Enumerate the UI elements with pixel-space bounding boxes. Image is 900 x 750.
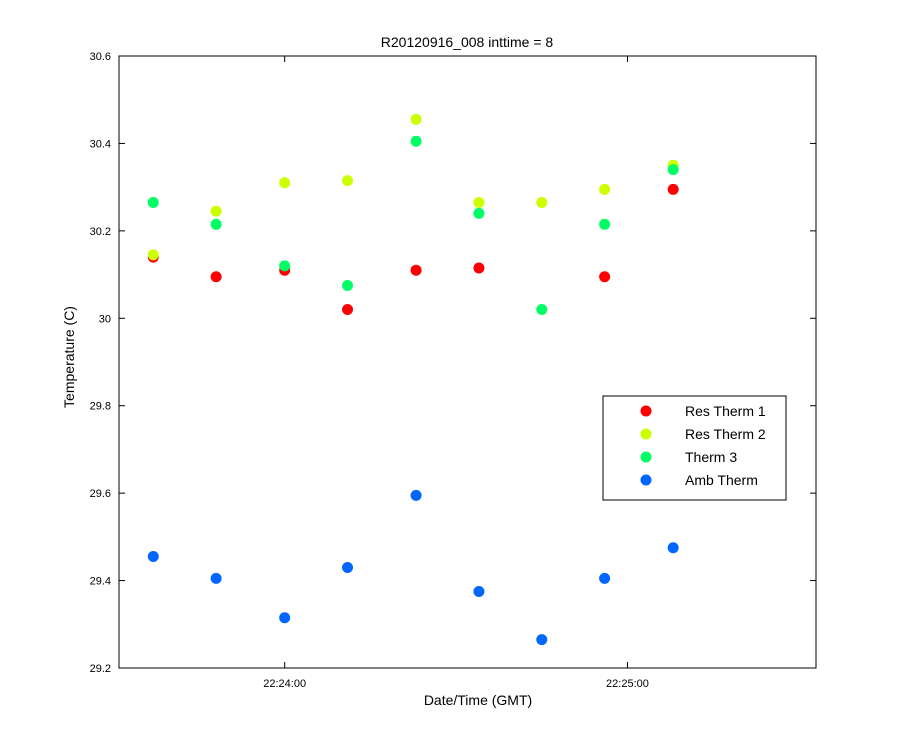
point-amb-therm <box>473 586 485 597</box>
y-tick-label: 29.8 <box>90 401 111 413</box>
point-res-therm-1 <box>410 264 422 276</box>
y-tick-label: 29.6 <box>90 488 111 500</box>
point-therm-3 <box>536 304 548 316</box>
point-res-therm-2 <box>210 205 222 217</box>
point-therm-3 <box>410 135 422 147</box>
point-amb-therm <box>536 634 548 646</box>
point-therm-3 <box>147 196 159 208</box>
y-tick-label: 30 <box>99 313 111 325</box>
plot-area <box>118 55 817 669</box>
point-res-therm-1 <box>210 271 222 283</box>
legend-label: Res Therm 2 <box>685 426 766 442</box>
legend-label: Therm 3 <box>685 449 737 465</box>
y-tick-label: 30.6 <box>90 51 111 63</box>
legend-box <box>602 395 787 501</box>
legend-label: Amb Therm <box>685 472 758 488</box>
legend-marker <box>640 405 652 417</box>
y-axis-ticks: 29.2 29.4 29.6 29.8 30 30.2 30.4 30.6 <box>90 51 816 675</box>
point-amb-therm <box>667 542 679 554</box>
point-res-therm-1 <box>667 183 679 195</box>
point-res-therm-1 <box>599 271 611 283</box>
x-tick-label: 22:24:00 <box>263 678 306 690</box>
point-therm-3 <box>210 218 222 230</box>
point-therm-3 <box>279 260 291 272</box>
point-therm-3 <box>342 280 354 291</box>
point-res-therm-1 <box>342 304 354 316</box>
legend: Res Therm 1 Res Therm 2 Therm 3 Amb Therm <box>602 395 787 501</box>
point-amb-therm <box>279 612 291 624</box>
point-res-therm-2 <box>473 196 485 208</box>
x-axis-ticks: 22:24:00 22:25:00 <box>263 56 649 690</box>
point-res-therm-2 <box>410 113 422 125</box>
point-res-therm-2 <box>536 196 548 208</box>
chart-title: R20120916_008 inttime = 8 <box>381 34 554 50</box>
y-tick-label: 30.2 <box>90 226 111 238</box>
point-therm-3 <box>599 218 611 230</box>
data-points <box>147 113 679 646</box>
y-axis-label: Temperature (C) <box>61 306 77 408</box>
point-amb-therm <box>147 551 159 563</box>
point-therm-3 <box>473 207 485 219</box>
point-res-therm-1 <box>473 262 485 274</box>
point-amb-therm <box>410 489 422 501</box>
y-tick-label: 29.4 <box>90 576 111 588</box>
x-axis-label: Date/Time (GMT) <box>424 692 532 708</box>
point-res-therm-2 <box>599 183 611 195</box>
point-res-therm-2 <box>147 249 159 261</box>
point-therm-3 <box>667 164 679 176</box>
point-res-therm-2 <box>342 175 354 187</box>
point-amb-therm <box>342 561 354 573</box>
point-amb-therm <box>210 572 222 584</box>
legend-marker <box>640 451 652 463</box>
y-tick-label: 30.4 <box>90 138 111 150</box>
point-res-therm-2 <box>279 177 291 189</box>
point-amb-therm <box>599 572 611 584</box>
y-tick-label: 29.2 <box>90 663 111 675</box>
legend-marker <box>640 428 652 440</box>
legend-marker <box>640 474 652 486</box>
legend-label: Res Therm 1 <box>685 403 766 419</box>
x-tick-label: 22:25:00 <box>606 678 649 690</box>
